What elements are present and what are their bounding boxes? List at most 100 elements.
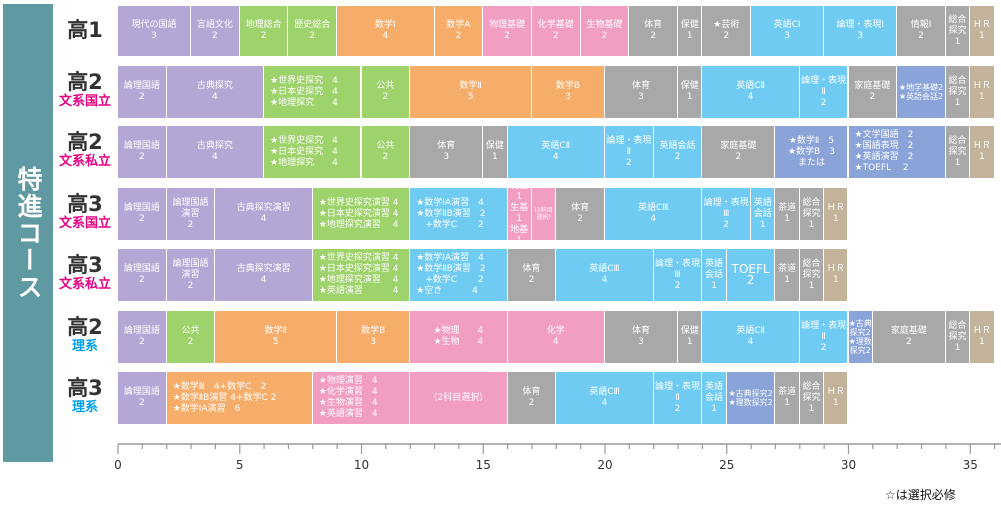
subject-cell: 公共 2 [361,66,411,118]
subject-cell: 論理国語 2 [118,66,167,118]
subject-cell: 英語CⅠ 3 [751,6,825,56]
subject-cell: 保健 1 [483,126,508,178]
subject-cell: 論理国語 2 [118,126,167,178]
subject-cell: 論理国語 演習 2 [166,188,216,240]
subject-cell: 英語会話 2 [653,126,703,178]
subject-cell: 論理国語 2 [118,372,167,424]
subject-cell: 数学B 3 [337,311,411,363]
course-side-banner: 特進コース [3,4,53,462]
subject-cell: ★世界史探究 4 ★日本史探究 4 ★地理探究 4 [264,126,362,178]
subject-cell: ＨＲ 1 [824,372,849,424]
subject-cell: ★世界史探究 4 ★日本史探究 4 ★地理探究 4 [264,66,362,118]
row-grade: 高2 [67,70,103,94]
subject-cell: ★世界史探究演習 4 ★日本史探究演習 4 ★地理探究演習 4 ★英語演習 4 [312,249,411,301]
row-grade: 高3 [67,253,103,277]
subject-cell: 家庭基礎 2 [702,126,776,178]
subject-cell: 体育 2 [629,6,679,56]
subject-cell: （2科目選択） [410,372,508,424]
subject-cell: 論理国語 2 [118,249,167,301]
subject-cell: 家庭基礎 2 [848,66,898,118]
subject-cell: 論理国語 2 [118,311,167,363]
subject-cell: 茶道 1 [775,372,800,424]
subject-cell: 論理国語 2 [118,188,167,240]
subject-cell: 数学B 3 [531,66,605,118]
subject-cell: ★数学Ⅱ 5 ★数学B 3 または [775,126,849,178]
subject-cell: 保健 1 [678,311,703,363]
subject-cell: 総合 探究 1 [799,188,825,240]
subject-cell: ＨＲ 1 [824,188,849,240]
subject-cell: 古典探究 4 [166,66,265,118]
axis-tick-label: 35 [963,458,978,472]
subject-cell: 英語 会話 1 [751,188,776,240]
subject-cell: 保健 1 [678,66,703,118]
subject-cell: 体育 2 [556,188,605,240]
subject-cell: 英語CⅢ 4 [605,188,703,240]
row-grade: 高1 [67,18,103,42]
subject-cell: 論理・表現Ⅰ 3 [824,6,898,56]
row-course: 理系 [71,400,98,415]
subject-cell: ＨＲ 1 [970,66,995,118]
subject-cell: 英語 会話 1 [702,372,727,424]
row-label: 高1 [54,18,116,42]
subject-cell: 総合 探究 1 [945,126,971,178]
subject-cell: 総合 探究 1 [945,311,971,363]
axis-tick-label: 15 [476,458,491,472]
row-label: 高3 文系私立 [54,253,116,292]
subject-cell: 古典探究演習 4 [215,249,313,301]
subject-cell: 公共 2 [361,126,411,178]
subject-cell: 英語CⅡ 4 [702,311,800,363]
row-course: 文系国立 [58,94,111,109]
subject-cell: 歴史総合 2 [288,6,338,56]
subject-cell: 体育 2 [507,372,557,424]
row-grade: 高2 [67,315,103,339]
row-course: 文系私立 [58,277,111,292]
subject-cell: 英語CⅡ 4 [702,66,800,118]
footnote: ☆は選択必修 [885,488,956,502]
subject-cell: 茶道 1 [775,188,800,240]
subject-cell: ★文学国語 2 ★国語表現 2 ★英語演習 2 ★TOEFL 2 [848,126,946,178]
subject-cell: ★古典探究2 ★理数探究2 [848,311,873,363]
subject-cell: 総合 探究 1 [945,6,971,56]
subject-cell: ＨＲ 1 [970,311,995,363]
axis-tick-label: 20 [597,458,612,472]
subject-cell: ＨＲ 1 [824,249,849,301]
subject-cell: 総合 探究 1 [945,66,971,118]
subject-cell: 論理・表現Ⅱ 2 [605,126,654,178]
subject-cell: 化基1 生基1 地基1 [507,188,532,240]
subject-cell: 論理・表現Ⅱ 2 [653,372,703,424]
subject-cell: ★数学ⅠA演習 4 ★数学ⅡB演習 2 +数学C 2 ★空き 4 [410,249,508,301]
subject-cell: 数学Ⅱ 5 [215,311,338,363]
subject-cell: ★数学ⅠA演習 4 ★数学ⅡB演習 2 +数学C 2 [410,188,508,240]
subject-cell: ★数学Ⅲ 4+数学C 2 ★数学ⅡB演習 4+数学C 2 ★数学ⅠA演習 6 [166,372,313,424]
course-title: 特進コース [14,165,43,301]
subject-cell: 化学 4 [507,311,605,363]
subject-cell: ★芸術 2 [702,6,752,56]
subject-cell: 公共 2 [166,311,216,363]
subject-cell: 論理・表現Ⅱ 2 [799,66,849,118]
row-course: 文系私立 [58,154,111,169]
subject-cell: 古典探究演習 4 [215,188,313,240]
subject-cell: 保健 1 [678,6,703,56]
axis-tick-label: 25 [719,458,734,472]
axis-tick-label: 10 [354,458,369,472]
subject-cell: 総合 探究 1 [799,372,825,424]
subject-cell: 生物基礎 2 [580,6,630,56]
subject-cell: ＨＲ 1 [970,6,995,56]
axis-tick-label: 5 [236,458,244,472]
subject-cell: 現代の国語 3 [118,6,192,56]
subject-cell: 地理総合 2 [239,6,289,56]
subject-cell: 古典探究 4 [166,126,265,178]
subject-cell: ★世界史探究演習 4 ★日本史探究演習 4 ★地理探究演習 4 [312,188,411,240]
subject-cell: 数学A 2 [434,6,484,56]
subject-cell: 論理・表現Ⅲ 2 [653,249,703,301]
subject-cell: (2科目選択) [531,188,557,240]
subject-cell: ★物理 4 ★生物 4 [410,311,508,363]
axis-tick-label: 0 [114,458,122,472]
subject-cell: 論理・表現Ⅱ 2 [799,311,849,363]
subject-cell: 家庭基礎 2 [872,311,946,363]
subject-cell: 英語CⅢ 4 [556,249,654,301]
subject-cell: 英語 会話 1 [702,249,727,301]
row-label: 高3 文系国立 [54,192,116,231]
subject-cell: 情報Ⅰ 2 [897,6,946,56]
subject-cell: TOEFL 2 [726,249,776,301]
